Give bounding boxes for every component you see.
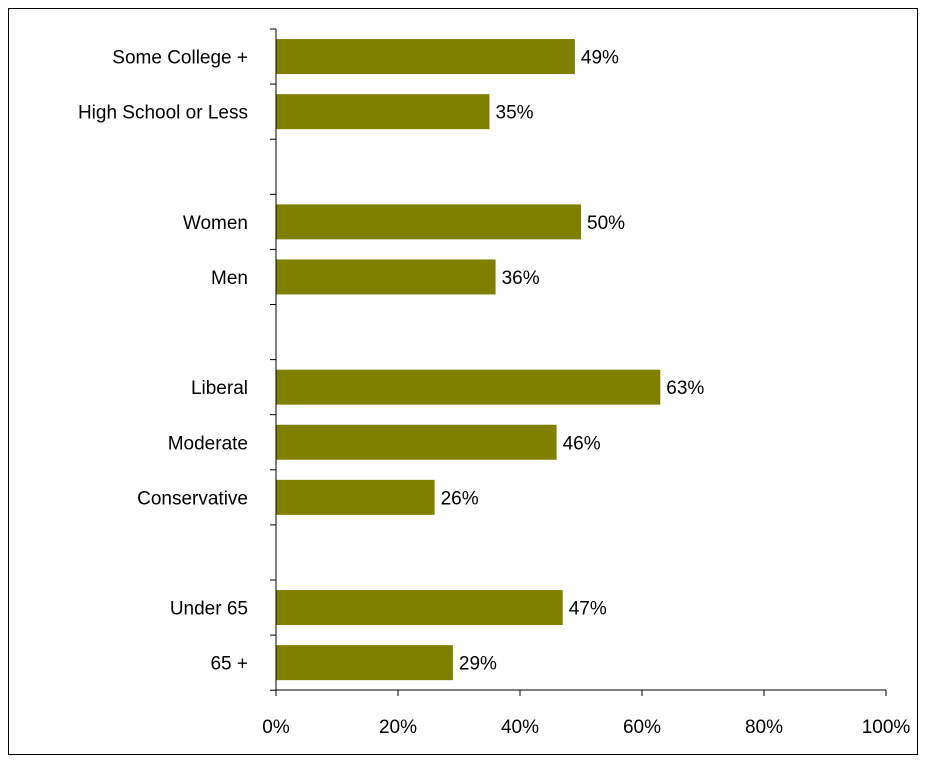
data-label: 35% — [496, 103, 534, 124]
bars-layer — [276, 39, 661, 681]
category-label: 65 + — [210, 654, 248, 675]
x-tick-label: 80% — [745, 717, 783, 738]
bar — [276, 479, 435, 515]
data-label: 63% — [666, 378, 704, 399]
x-tick-label: 20% — [379, 717, 417, 738]
bar — [276, 590, 563, 626]
bar — [276, 424, 557, 460]
category-label: Moderate — [168, 433, 248, 454]
data-label: 36% — [502, 268, 540, 289]
bar — [276, 94, 490, 130]
bar — [276, 204, 581, 240]
category-label: Liberal — [191, 378, 248, 399]
data-label: 49% — [581, 48, 619, 69]
data-label: 29% — [459, 654, 497, 675]
category-label: Some College + — [112, 48, 248, 69]
bar — [276, 39, 575, 75]
category-label: Conservative — [137, 488, 248, 509]
x-tick-label: 40% — [501, 717, 539, 738]
labels-layer: 0% 20% 40% 60% 80% 100% Some College + 49% High … — [78, 48, 910, 738]
axes-layer — [270, 28, 887, 696]
data-label: 50% — [587, 213, 625, 234]
x-tick-label: 60% — [623, 717, 661, 738]
bar — [276, 369, 661, 405]
category-label: High School or Less — [78, 103, 248, 124]
x-tick-label: 100% — [862, 717, 911, 738]
bar — [276, 645, 453, 681]
category-label: Women — [183, 213, 248, 234]
data-label: 47% — [569, 599, 607, 620]
category-label: Men — [211, 268, 248, 289]
x-tick-label: 0% — [262, 717, 290, 738]
data-label: 26% — [441, 488, 479, 509]
data-label: 46% — [563, 433, 601, 454]
category-label: Under 65 — [170, 599, 248, 620]
bar — [276, 259, 496, 295]
